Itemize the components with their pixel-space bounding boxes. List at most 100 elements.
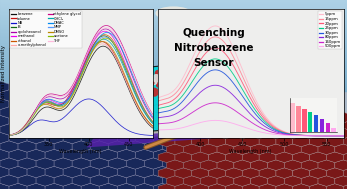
Bar [0,22,347,23]
Polygon shape [135,149,153,161]
Polygon shape [77,127,94,138]
Polygon shape [0,98,9,110]
Polygon shape [18,141,36,152]
Polygon shape [27,81,45,93]
Polygon shape [171,166,189,178]
Point [148,81,153,84]
Polygon shape [99,166,117,178]
Bar [0,54,347,56]
Polygon shape [110,127,127,138]
Polygon shape [192,120,209,131]
Polygon shape [343,136,347,147]
Polygon shape [195,111,211,122]
Bar [0,6,347,7]
Polygon shape [60,111,77,122]
Point [167,85,172,88]
Bar [0,85,347,86]
Polygon shape [167,160,183,170]
Point [212,81,218,84]
Bar [0,16,347,17]
Point [152,81,157,84]
Polygon shape [245,111,262,122]
Polygon shape [343,168,347,178]
Point [185,83,190,86]
Polygon shape [102,119,119,130]
Bar [0,5,347,6]
Polygon shape [178,127,195,138]
Polygon shape [175,120,192,131]
Bar [0,24,347,25]
Polygon shape [60,79,77,90]
Polygon shape [268,112,284,123]
Polygon shape [35,103,51,114]
Polygon shape [9,183,27,189]
Polygon shape [26,95,43,106]
Polygon shape [262,95,279,106]
Polygon shape [81,81,99,93]
Polygon shape [175,184,192,189]
Polygon shape [94,79,110,90]
Point [210,92,215,95]
Polygon shape [220,87,237,98]
Polygon shape [9,166,27,178]
Polygon shape [287,103,304,114]
Polygon shape [97,57,250,136]
Polygon shape [99,149,117,161]
Polygon shape [135,166,153,178]
Polygon shape [301,144,318,155]
Polygon shape [276,168,293,178]
Polygon shape [310,168,327,178]
Polygon shape [301,112,318,123]
Polygon shape [127,79,144,90]
Bar [0,56,347,57]
Polygon shape [327,152,343,163]
Bar [0,67,347,68]
Polygon shape [162,107,180,118]
Polygon shape [99,183,117,189]
Polygon shape [178,79,195,90]
Polygon shape [81,149,99,161]
Polygon shape [158,184,175,189]
Polygon shape [226,120,242,131]
Polygon shape [26,111,43,122]
Polygon shape [209,184,226,189]
Polygon shape [276,152,293,163]
Polygon shape [189,115,208,127]
Polygon shape [327,184,343,189]
Polygon shape [200,112,217,123]
Point [179,93,185,96]
Polygon shape [186,119,203,130]
Bar [0,40,347,41]
Polygon shape [36,141,54,152]
Polygon shape [35,119,51,130]
Polygon shape [310,152,327,163]
Polygon shape [126,124,144,135]
Polygon shape [237,87,253,98]
Polygon shape [162,141,180,152]
Bar [0,86,347,87]
Point [181,78,187,81]
Bar [0,44,347,45]
Polygon shape [217,176,234,186]
Polygon shape [276,120,293,131]
Point [189,74,194,77]
Text: Nitrobenzene: Nitrobenzene [174,43,253,53]
Polygon shape [81,98,99,110]
Text: Sensor: Sensor [193,58,234,68]
Polygon shape [251,176,268,186]
Polygon shape [81,132,99,144]
Polygon shape [108,124,126,135]
Polygon shape [161,127,178,138]
Polygon shape [102,87,119,98]
Polygon shape [245,127,262,138]
Polygon shape [251,160,268,170]
Polygon shape [27,166,45,178]
Bar [0,45,347,46]
Polygon shape [169,87,186,98]
Polygon shape [144,158,162,169]
Polygon shape [183,176,200,186]
Bar [0,20,347,22]
Polygon shape [144,127,161,138]
Polygon shape [77,111,94,122]
Point [211,92,217,95]
